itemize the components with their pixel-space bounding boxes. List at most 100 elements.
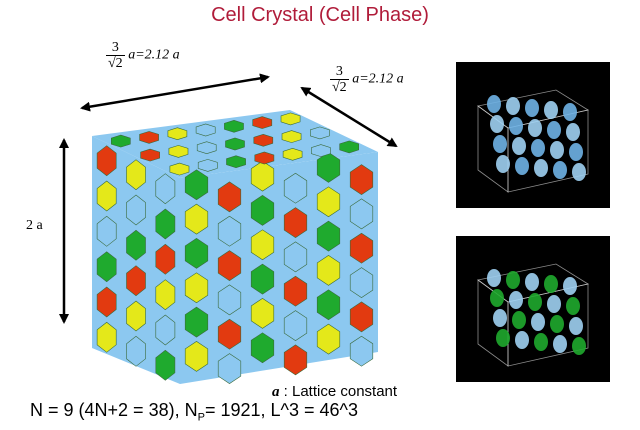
cell-blob <box>512 311 526 329</box>
lattice-cell <box>217 284 242 316</box>
lattice-cell <box>155 314 176 346</box>
cell-blob <box>509 117 523 135</box>
lattice-cell <box>225 137 245 151</box>
cell-blob <box>566 123 580 141</box>
lattice-cell <box>155 279 176 311</box>
lattice-cell <box>253 133 274 147</box>
lattice-cell <box>226 155 246 169</box>
cell-blob <box>496 329 510 347</box>
lattice-cell <box>140 148 160 162</box>
lattice-cell <box>316 255 341 286</box>
lattice-cell <box>217 181 242 213</box>
lattice-cell <box>217 215 242 247</box>
cell-blob <box>490 289 504 307</box>
cell-blob <box>572 163 586 181</box>
cell-blob <box>506 271 520 289</box>
lattice-cell <box>283 172 308 204</box>
lattice-cell <box>96 321 117 353</box>
cell-blob <box>525 99 539 117</box>
cell-blob <box>563 277 577 295</box>
cell-blob <box>550 315 564 333</box>
cell-blob <box>528 119 542 137</box>
lattice-cell <box>250 332 275 364</box>
cell-blob <box>566 297 580 315</box>
cell-blob <box>515 331 529 349</box>
lattice-cell <box>184 203 209 235</box>
green-cells-image <box>477 263 590 367</box>
cell-blob <box>531 313 545 331</box>
cell-blob <box>569 143 583 161</box>
lattice-cell <box>311 144 331 157</box>
lattice-cell <box>184 341 209 372</box>
cell-blob <box>509 291 523 309</box>
lattice-cell <box>281 130 302 143</box>
height-label: 2 a <box>26 218 43 233</box>
lattice-cell <box>195 123 216 137</box>
lattice-cell <box>126 265 146 297</box>
cell-blob <box>550 141 564 159</box>
cell-blob <box>512 137 526 155</box>
depth-label: 3 √2 a=2.12 a <box>330 64 404 95</box>
cell-blob <box>490 115 504 133</box>
lattice-cell <box>111 134 131 148</box>
cell-blob <box>547 121 561 139</box>
cell-blob <box>553 161 567 179</box>
lattice-cell <box>250 298 275 329</box>
width-arrow <box>80 73 270 112</box>
cell-blob <box>487 269 501 287</box>
lattice-cell <box>349 232 374 264</box>
lattice-cell <box>197 159 218 172</box>
lattice-cell <box>349 335 374 367</box>
width-label: 3 √2 a=2.12 a <box>106 40 180 71</box>
lattice-cell <box>196 141 217 155</box>
lattice-cell <box>316 220 341 252</box>
lattice-cell <box>250 195 275 226</box>
cell-blob <box>493 309 507 327</box>
cell-blob <box>553 335 567 353</box>
blue-cells-image <box>477 89 590 193</box>
lattice-cell <box>126 300 146 332</box>
lattice-cell <box>96 180 117 212</box>
cell-blob <box>544 275 558 293</box>
lattice-cell <box>217 353 242 384</box>
lattice-cell <box>250 160 275 192</box>
lattice-cell <box>96 215 117 247</box>
lattice-cell <box>250 263 275 295</box>
lattice-cell <box>252 116 273 129</box>
lattice-cell <box>155 243 176 275</box>
lattice-cell <box>283 207 308 238</box>
cell-blob <box>506 97 520 115</box>
cell-blob <box>569 317 583 335</box>
lattice-cell <box>316 323 341 355</box>
green-cells-render <box>456 236 610 382</box>
lattice-cell <box>316 152 341 183</box>
cell-blob <box>531 139 545 157</box>
lattice-cell <box>339 140 360 154</box>
lattice-cell <box>169 162 190 176</box>
lattice-cell <box>184 169 209 201</box>
lattice-cell <box>155 208 176 240</box>
figure-title: Cell Crystal (Cell Phase) <box>211 4 429 26</box>
lattice-cell <box>224 119 244 133</box>
cell-blob <box>563 103 577 121</box>
lattice-cell <box>283 344 308 376</box>
lattice-note: a : Lattice constant <box>272 383 398 400</box>
cell-blob <box>515 157 529 175</box>
lattice-cell <box>349 301 374 333</box>
cell-blob <box>534 333 548 351</box>
lattice-cell <box>139 131 159 144</box>
lattice-cell <box>254 151 275 165</box>
lattice-cell <box>283 310 308 341</box>
lattice-cell <box>316 289 341 321</box>
parameter-formula: N = 9 (4N+2 = 38), NP= 1921, L^3 = 46^3 <box>30 400 358 424</box>
cell-blob <box>547 295 561 313</box>
lattice-cell <box>250 229 275 261</box>
lattice-cell <box>280 112 301 126</box>
cell-crystal-cube <box>92 110 378 384</box>
lattice-cell <box>283 275 308 307</box>
cell-blob <box>544 101 558 119</box>
lattice-cell <box>282 147 303 161</box>
cell-blob <box>528 293 542 311</box>
lattice-cell <box>217 250 242 281</box>
